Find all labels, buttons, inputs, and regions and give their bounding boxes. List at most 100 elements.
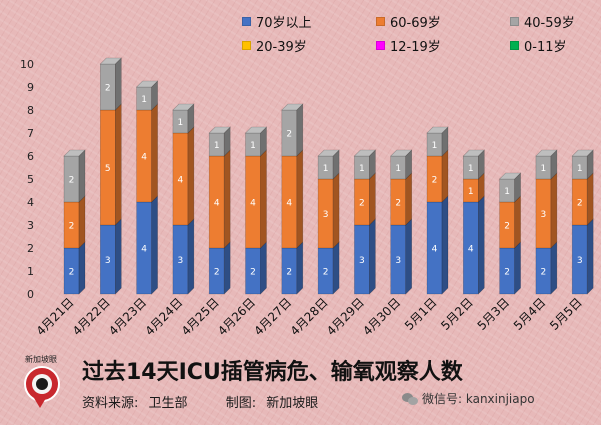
chart-title: 过去14天ICU插管病危、输氧观察人数 xyxy=(82,360,463,385)
bar-segment-side xyxy=(514,195,521,249)
bar-top-face xyxy=(426,126,449,134)
maker-value: 新加坡眼 xyxy=(266,396,319,411)
bar-data-label: 2 xyxy=(69,176,75,186)
x-tick-label: 4月23日 xyxy=(106,295,149,338)
source-value: 卫生部 xyxy=(148,396,188,411)
x-tick-label: 5月5日 xyxy=(547,295,585,333)
bar-data-label: 2 xyxy=(214,268,220,278)
logo-pointer-icon xyxy=(34,398,46,408)
bar-data-label: 2 xyxy=(395,199,401,209)
bar-segment-side xyxy=(405,218,413,295)
x-tick-label: 5月4日 xyxy=(511,295,549,333)
bar-top-face xyxy=(571,149,594,157)
bar-data-label: 4 xyxy=(432,245,438,255)
y-tick-label: 8 xyxy=(27,104,34,117)
bar-segment-side xyxy=(115,103,122,226)
bar-data-label: 2 xyxy=(69,268,75,278)
y-tick-label: 1 xyxy=(27,265,34,278)
bar-data-label: 3 xyxy=(178,256,184,266)
bar-data-label: 4 xyxy=(141,245,147,255)
x-tick-label: 4月30日 xyxy=(360,295,403,338)
bar-data-label: 3 xyxy=(541,210,547,220)
bar-data-label: 2 xyxy=(286,268,292,278)
bar-data-label: 1 xyxy=(359,164,365,174)
bar-data-label: 1 xyxy=(504,187,510,197)
bar-data-label: 2 xyxy=(432,176,438,186)
bar-data-label: 1 xyxy=(141,95,147,105)
x-tick-label: 5月2日 xyxy=(438,295,476,333)
y-tick-label: 6 xyxy=(27,150,34,163)
bar-segment-side xyxy=(550,241,558,295)
bar-data-label: 1 xyxy=(250,141,256,151)
bar-data-label: 4 xyxy=(178,176,184,186)
bar-data-label: 1 xyxy=(214,141,220,151)
x-tick-label: 4月26日 xyxy=(215,295,258,338)
bar-data-label: 4 xyxy=(286,199,292,209)
bar-data-label: 2 xyxy=(250,268,256,278)
bar-data-label: 2 xyxy=(541,268,547,278)
legend-item: 20-39岁 xyxy=(242,36,307,55)
bar-segment-side xyxy=(260,149,267,249)
legend-swatch xyxy=(242,17,251,26)
bar-data-label: 4 xyxy=(468,245,474,255)
bar-segment-side xyxy=(151,195,158,295)
y-tick-label: 4 xyxy=(27,196,34,209)
bar-segment-side xyxy=(260,241,267,295)
bar-segment-side xyxy=(296,103,304,157)
bar-data-label: 1 xyxy=(541,164,547,174)
bar-segment-side xyxy=(223,149,231,249)
y-tick-label: 5 xyxy=(27,173,34,186)
legend-item: 40-59岁 xyxy=(510,12,575,31)
x-tick-label: 4月27日 xyxy=(251,295,294,338)
bar-data-label: 2 xyxy=(105,84,111,94)
wechat-watermark: 微信号: kanxinjiapo xyxy=(402,390,535,407)
legend-item: 70岁以上 xyxy=(242,12,312,31)
bar-data-label: 4 xyxy=(141,153,147,163)
legend-item: 60-69岁 xyxy=(376,12,441,31)
bar-data-label: 4 xyxy=(214,199,220,209)
bar-top-face xyxy=(99,57,123,65)
bar-data-label: 1 xyxy=(178,118,184,128)
x-tick-label: 4月28日 xyxy=(288,295,331,338)
bar-segment-side xyxy=(223,241,231,295)
bar-data-label: 1 xyxy=(468,164,474,174)
legend-swatch xyxy=(510,17,519,26)
eye-logo-icon xyxy=(24,366,60,402)
x-tick-label: 5月3日 xyxy=(475,295,513,333)
source-line: 资料来源: 卫生部 制图: 新加坡眼 xyxy=(82,392,324,411)
legend-label: 20-39岁 xyxy=(256,40,307,55)
bar-top-face xyxy=(462,149,486,157)
bar-data-label: 1 xyxy=(395,164,401,174)
y-tick-label: 2 xyxy=(27,242,34,255)
bar-segment-side xyxy=(369,172,376,226)
bar-segment-side xyxy=(477,195,485,295)
legend-label: 12-19岁 xyxy=(390,40,441,55)
bar-segment-side xyxy=(115,218,122,295)
x-tick-label: 4月21日 xyxy=(34,295,77,338)
x-tick-label: 4月24日 xyxy=(142,295,185,338)
y-tick-label: 7 xyxy=(27,127,34,140)
bar-segment-side xyxy=(586,218,594,295)
bar-segment-side xyxy=(441,195,449,295)
bar-data-label: 3 xyxy=(323,210,329,220)
bar-segment-side xyxy=(332,241,340,295)
bar-segment-side xyxy=(78,241,86,295)
bar-segment-side xyxy=(405,172,413,226)
y-tick-label: 10 xyxy=(20,58,34,71)
bar-top-face xyxy=(535,149,558,157)
bar-data-label: 1 xyxy=(577,164,583,174)
bar-data-label: 1 xyxy=(323,164,329,174)
bar-data-label: 5 xyxy=(105,164,111,174)
bar-top-face xyxy=(389,149,413,157)
bar-segment-side xyxy=(514,241,521,295)
y-tick-label: 0 xyxy=(27,288,34,301)
legend-label: 70岁以上 xyxy=(256,16,312,31)
bar-top-face xyxy=(208,126,231,134)
legend-item: 0-11岁 xyxy=(510,36,567,55)
legend-swatch xyxy=(376,41,385,50)
legend-swatch xyxy=(510,41,519,50)
bar-segment-side xyxy=(441,149,449,203)
wechat-icon xyxy=(402,392,418,405)
bar-segment-side xyxy=(296,149,304,249)
bar-data-label: 2 xyxy=(69,222,75,232)
